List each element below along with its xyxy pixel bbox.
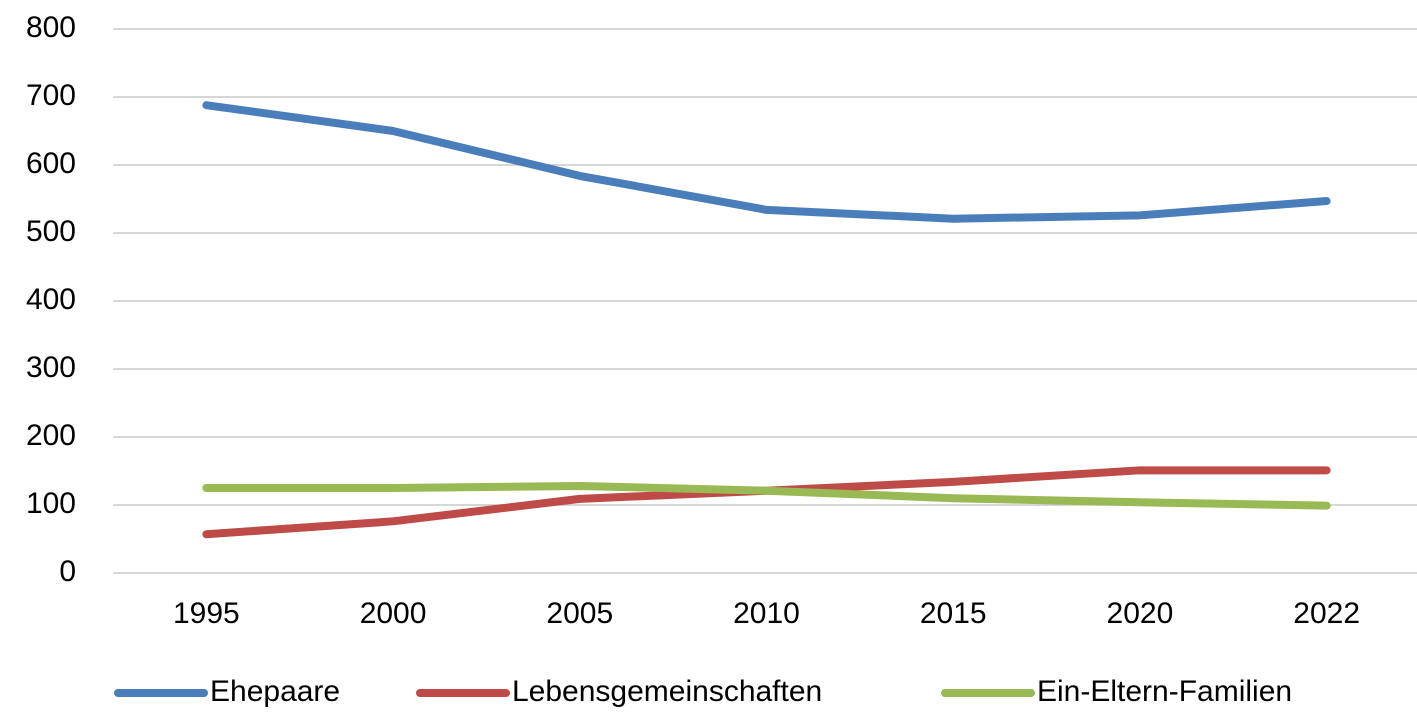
legend-label: Ein-Eltern-Familien [1037,675,1292,708]
x-tick-label: 2000 [360,597,427,630]
x-tick-label: 2015 [920,597,987,630]
y-tick-label: 400 [26,283,76,316]
x-tick-label: 2010 [733,597,800,630]
y-tick-label: 800 [26,11,76,44]
legend-label: Ehepaare [210,675,340,708]
x-tick-label: 2005 [546,597,613,630]
legend-label: Lebensgemeinschaften [512,675,822,708]
y-tick-label: 600 [26,147,76,180]
x-tick-label: 2022 [1293,597,1360,630]
y-tick-label: 500 [26,215,76,248]
y-tick-label: 200 [26,419,76,452]
x-tick-label: 1995 [173,597,240,630]
y-tick-label: 300 [26,351,76,384]
line-series [202,481,1331,510]
x-tick-label: 2020 [1107,597,1174,630]
y-tick-label: 100 [26,487,76,520]
y-tick-label: 0 [59,555,76,588]
line-series [202,101,1331,223]
y-tick-label: 700 [26,79,76,112]
